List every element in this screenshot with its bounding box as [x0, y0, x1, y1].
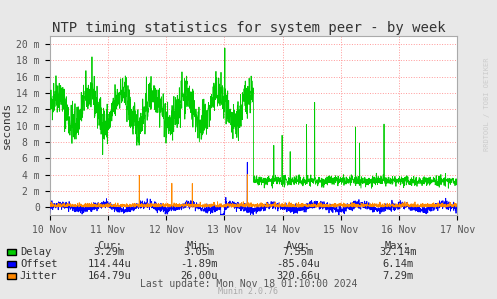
- Text: Jitter: Jitter: [20, 271, 57, 281]
- Text: 3.29m: 3.29m: [94, 247, 125, 257]
- Text: Avg:: Avg:: [286, 241, 311, 251]
- Text: -85.04u: -85.04u: [276, 259, 320, 269]
- Text: 6.14m: 6.14m: [382, 259, 413, 269]
- Text: Last update: Mon Nov 18 01:10:00 2024: Last update: Mon Nov 18 01:10:00 2024: [140, 279, 357, 289]
- Text: 32.14m: 32.14m: [379, 247, 416, 257]
- Text: RRDTOOL / TOBI OETIKER: RRDTOOL / TOBI OETIKER: [484, 58, 490, 151]
- Text: 320.66u: 320.66u: [276, 271, 320, 281]
- Text: Munin 2.0.76: Munin 2.0.76: [219, 287, 278, 296]
- Text: 7.29m: 7.29m: [382, 271, 413, 281]
- Text: Min:: Min:: [186, 241, 211, 251]
- Text: NTP timing statistics for system peer - by week: NTP timing statistics for system peer - …: [52, 21, 445, 35]
- Text: Cur:: Cur:: [97, 241, 122, 251]
- Text: -1.89m: -1.89m: [180, 259, 218, 269]
- Y-axis label: seconds: seconds: [2, 102, 12, 149]
- Text: 7.55m: 7.55m: [283, 247, 314, 257]
- Text: Max:: Max:: [385, 241, 410, 251]
- Text: Offset: Offset: [20, 259, 57, 269]
- Text: 26.00u: 26.00u: [180, 271, 218, 281]
- Text: 114.44u: 114.44u: [87, 259, 131, 269]
- Text: 3.05m: 3.05m: [183, 247, 214, 257]
- Text: 164.79u: 164.79u: [87, 271, 131, 281]
- Text: Delay: Delay: [20, 247, 51, 257]
